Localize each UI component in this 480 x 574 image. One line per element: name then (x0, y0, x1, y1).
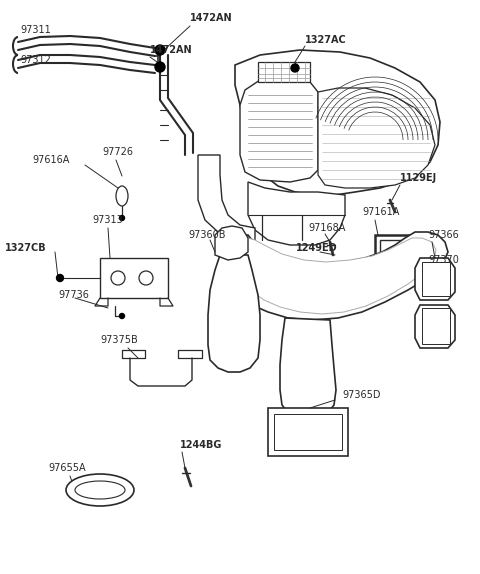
Text: 97161A: 97161A (362, 207, 399, 217)
Polygon shape (232, 238, 436, 314)
Polygon shape (240, 78, 318, 182)
Polygon shape (208, 255, 260, 372)
Text: 97313: 97313 (92, 215, 123, 225)
Polygon shape (100, 258, 168, 298)
Polygon shape (422, 262, 450, 296)
Text: 1472AN: 1472AN (190, 13, 233, 23)
Polygon shape (415, 305, 455, 348)
Polygon shape (422, 308, 450, 344)
Polygon shape (268, 408, 348, 456)
Text: 97168A: 97168A (308, 223, 346, 233)
Text: 97312: 97312 (20, 55, 51, 65)
Text: 1327CB: 1327CB (5, 243, 47, 253)
Text: 1472AN: 1472AN (150, 45, 192, 55)
Polygon shape (415, 258, 455, 300)
Polygon shape (280, 318, 336, 420)
Ellipse shape (139, 271, 153, 285)
Text: 1249ED: 1249ED (296, 243, 337, 253)
Text: 97311: 97311 (20, 25, 51, 35)
Polygon shape (380, 240, 422, 268)
Circle shape (155, 45, 165, 55)
Text: 97726: 97726 (102, 147, 133, 157)
Text: 97616A: 97616A (32, 155, 70, 165)
Text: 97655A: 97655A (48, 463, 85, 473)
Circle shape (291, 64, 299, 72)
Polygon shape (235, 50, 440, 195)
Circle shape (120, 215, 124, 220)
Text: 97366: 97366 (428, 230, 459, 240)
Polygon shape (318, 88, 435, 188)
Text: 1327AC: 1327AC (305, 35, 347, 45)
Ellipse shape (66, 474, 134, 506)
Polygon shape (274, 414, 342, 450)
Text: 1244BG: 1244BG (180, 440, 222, 450)
Circle shape (120, 313, 124, 319)
Text: 97375B: 97375B (100, 335, 138, 345)
Polygon shape (198, 155, 255, 240)
Polygon shape (258, 62, 310, 82)
Polygon shape (375, 235, 427, 273)
Polygon shape (248, 182, 345, 245)
Circle shape (155, 62, 165, 72)
Ellipse shape (75, 481, 125, 499)
Text: 97736: 97736 (58, 290, 89, 300)
Polygon shape (215, 226, 248, 260)
Polygon shape (220, 232, 448, 320)
Text: 97360B: 97360B (188, 230, 226, 240)
Text: 97370: 97370 (428, 255, 459, 265)
Text: 1129EJ: 1129EJ (400, 173, 437, 183)
Text: 97365D: 97365D (342, 390, 381, 400)
Ellipse shape (111, 271, 125, 285)
Circle shape (57, 274, 63, 281)
